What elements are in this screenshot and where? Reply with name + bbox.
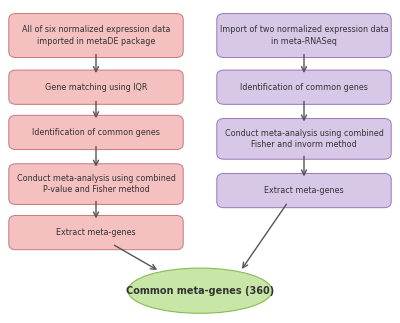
Text: Identification of common genes: Identification of common genes: [32, 128, 160, 137]
FancyBboxPatch shape: [9, 164, 183, 204]
FancyBboxPatch shape: [9, 70, 183, 104]
Ellipse shape: [128, 268, 272, 313]
Text: Extract meta-genes: Extract meta-genes: [264, 186, 344, 195]
Text: Common meta-genes (360): Common meta-genes (360): [126, 286, 274, 296]
FancyBboxPatch shape: [217, 173, 391, 208]
Text: Conduct meta-analysis using combined
Fisher and invorm method: Conduct meta-analysis using combined Fis…: [224, 129, 384, 149]
FancyBboxPatch shape: [217, 119, 391, 159]
Text: Extract meta-genes: Extract meta-genes: [56, 228, 136, 237]
Text: Gene matching using IQR: Gene matching using IQR: [45, 83, 147, 92]
FancyBboxPatch shape: [9, 215, 183, 250]
Text: Conduct meta-analysis using combined
P-value and Fisher method: Conduct meta-analysis using combined P-v…: [16, 174, 176, 194]
Text: Identification of common genes: Identification of common genes: [240, 83, 368, 92]
FancyBboxPatch shape: [9, 115, 183, 150]
FancyBboxPatch shape: [217, 70, 391, 104]
Text: Import of two normalized expression data
in meta-RNASeq: Import of two normalized expression data…: [220, 26, 388, 46]
FancyBboxPatch shape: [9, 14, 183, 57]
Text: All of six normalized expression data
imported in metaDE package: All of six normalized expression data im…: [22, 26, 170, 46]
FancyBboxPatch shape: [217, 14, 391, 57]
